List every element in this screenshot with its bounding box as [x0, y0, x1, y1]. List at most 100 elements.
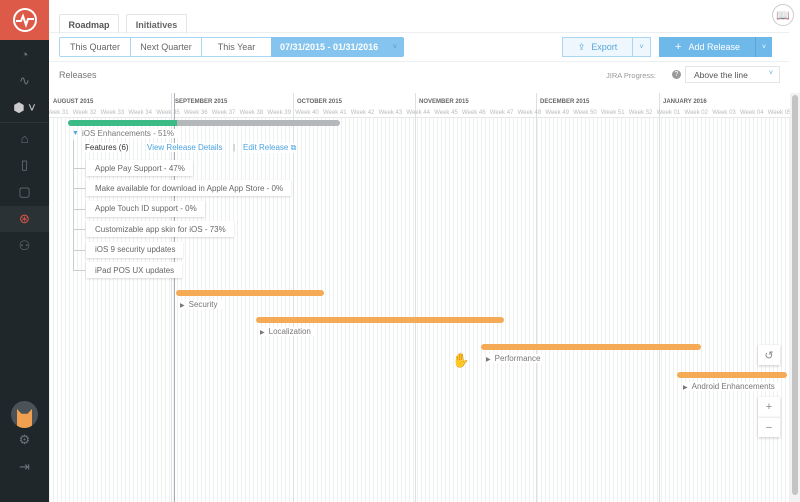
export-dropdown[interactable]: ˅	[632, 37, 651, 57]
range-this-year[interactable]: This Year	[201, 37, 272, 57]
date-range-select[interactable]: 07/31/2015 - 01/31/2016 ˅	[271, 37, 404, 57]
feature-item[interactable]: iPad POS UX updates	[86, 262, 183, 278]
users-icon[interactable]: ⚇	[18, 238, 31, 253]
sidebar: ◔ ∿ ⬢ ˅ ⌂ ▯ ▢ ⊛ ⚇ ⚙ ⇥	[0, 0, 49, 502]
tree-tick	[73, 188, 85, 190]
release-bar-localization[interactable]	[256, 317, 504, 323]
zoom-out-button[interactable]: −	[758, 417, 780, 437]
week-label: Week 02	[684, 110, 708, 116]
timeline[interactable]: AUGUST 2015 SEPTEMBER 2015 OCTOBER 2015 NOV…	[49, 93, 790, 502]
home-icon[interactable]: ⌂	[20, 130, 29, 146]
week-label: Week 51	[601, 110, 625, 116]
clipboard-icon[interactable]: ▢	[18, 184, 31, 199]
month-label: SEPTEMBER 2015	[175, 99, 228, 105]
release-performance[interactable]: ▶ Performance	[486, 354, 545, 363]
month-label: DECEMBER 2015	[540, 99, 590, 105]
month-label: NOVEMBER 2015	[419, 99, 469, 105]
jira-progress-label: JIRA Progress:	[606, 71, 657, 80]
help-icon[interactable]: ?	[672, 70, 681, 79]
release-bar-performance[interactable]	[481, 344, 701, 350]
external-link-icon: ⧉	[290, 143, 297, 152]
week-label: Week 32	[72, 110, 97, 116]
week-label: Week 05	[767, 110, 790, 116]
export-icon: ⇪	[577, 41, 586, 52]
tab-initiatives[interactable]: Initiatives	[126, 14, 187, 34]
scrollbar[interactable]	[790, 93, 800, 502]
logout-icon[interactable]: ⇥	[19, 459, 30, 474]
expand-icon: ▶	[683, 385, 688, 391]
month-separator	[293, 93, 294, 502]
month-label: AUGUST 2015	[53, 99, 94, 105]
workspace-icon[interactable]: ⬢ ˅	[13, 100, 36, 115]
hand-cursor-icon: ✋	[452, 352, 470, 368]
divider	[49, 61, 789, 62]
week-label: Week 37	[211, 110, 236, 116]
dashboard-icon[interactable]: ◔	[20, 46, 29, 62]
week-label: Week 33	[100, 110, 125, 116]
feature-item[interactable]: Apple Touch ID support - 0%	[86, 200, 205, 217]
expand-icon: ▶	[180, 303, 185, 309]
edit-release-link[interactable]: Edit Release ⧉	[243, 143, 297, 153]
week-label: Week 41	[323, 110, 347, 116]
pulse-logo-icon	[12, 8, 37, 32]
chevron-down-icon: ˅	[392, 43, 397, 51]
release-title[interactable]: iOS Enhancements - 51%	[82, 129, 179, 138]
release-bar-security[interactable]	[176, 290, 324, 296]
release-localization[interactable]: ▶ Localization	[260, 327, 315, 336]
week-label: Week 52	[628, 110, 653, 116]
range-next-quarter[interactable]: Next Quarter	[130, 37, 202, 57]
feature-item[interactable]: Make available for download in Apple App…	[86, 180, 292, 197]
today-line	[174, 93, 175, 502]
export-button[interactable]: ⇪ Export	[562, 37, 633, 57]
week-label: Week 04	[740, 110, 764, 116]
month-separator	[415, 93, 416, 502]
release-android[interactable]: ▶ Android Enhancements	[683, 382, 779, 391]
zoom-in-button[interactable]: +	[758, 397, 780, 417]
scrollbar-thumb[interactable]	[792, 95, 798, 495]
reset-zoom-button[interactable]: ↺	[758, 345, 780, 365]
week-label: Week 46	[462, 110, 486, 116]
month-label: OCTOBER 2015	[297, 99, 342, 105]
week-label: Week 39	[267, 110, 291, 116]
week-label: Week 42	[350, 110, 375, 116]
tab-roadmap[interactable]: Roadmap	[59, 14, 119, 34]
week-label: Week 35	[156, 110, 180, 116]
logo[interactable]	[0, 0, 49, 40]
link-separator: |	[233, 143, 236, 152]
document-icon[interactable]: ▯	[20, 157, 29, 172]
avatar[interactable]	[11, 401, 38, 428]
roadmap-icon[interactable]: ⊛	[0, 206, 49, 232]
release-bar-ios[interactable]	[68, 120, 340, 126]
release-progress	[68, 120, 177, 126]
week-label: Week 38	[239, 110, 264, 116]
week-label: Week 44	[406, 110, 430, 116]
activity-icon[interactable]: ∿	[19, 73, 30, 88]
tree-tick	[73, 249, 85, 251]
week-label: Week 50	[573, 110, 597, 116]
jira-progress-select[interactable]: Above the line ˅	[685, 66, 780, 83]
week-label: Week 48	[517, 110, 542, 116]
release-bar-android[interactable]	[677, 372, 787, 378]
view-release-details-link[interactable]: View Release Details	[147, 143, 223, 152]
week-label: Week 47	[489, 110, 514, 116]
add-release-dropdown[interactable]: ˅	[755, 37, 772, 57]
week-label: Week 36	[184, 110, 208, 116]
month-label: JANUARY 2016	[663, 99, 707, 105]
tree-line	[73, 140, 74, 270]
feature-item[interactable]: Customizable app skin for iOS - 73%	[86, 221, 234, 238]
collapse-icon[interactable]: ▼	[72, 130, 79, 137]
divider	[49, 32, 789, 33]
add-release-button[interactable]: + Add Release	[659, 37, 756, 57]
settings-icon[interactable]: ⚙	[18, 432, 31, 447]
week-label: Week 49	[545, 110, 569, 116]
features-count: Features (6)	[85, 143, 129, 152]
week-label: Week 01	[656, 110, 681, 116]
book-icon[interactable]: 📖	[772, 4, 794, 26]
feature-item[interactable]: Apple Pay Support - 47%	[86, 160, 193, 176]
plus-icon: +	[675, 41, 682, 53]
feature-item[interactable]: iOS 9 security updates	[86, 241, 184, 258]
range-this-quarter[interactable]: This Quarter	[59, 37, 131, 57]
week-label: Week 40	[295, 110, 319, 116]
week-label: Week 43	[378, 110, 403, 116]
release-security[interactable]: ▶ Security	[180, 300, 222, 309]
